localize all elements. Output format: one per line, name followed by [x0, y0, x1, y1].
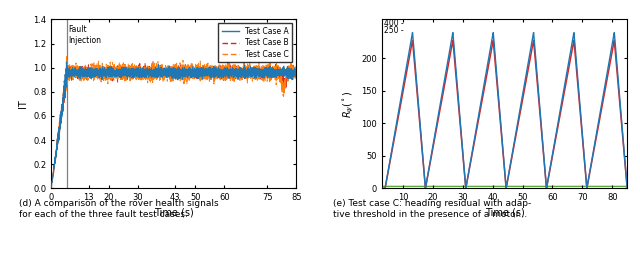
Text: Fault
Injection: Fault Injection [68, 25, 102, 45]
Text: (d) A comparison of the rover health signals
for each of the three fault test ca: (d) A comparison of the rover health sig… [19, 199, 219, 219]
X-axis label: Time (s): Time (s) [484, 208, 525, 218]
Legend: Test Case A, Test Case B, Test Case C: Test Case A, Test Case B, Test Case C [218, 23, 292, 62]
Text: 250 -: 250 - [383, 26, 403, 35]
Y-axis label: $R_{\psi}(^\circ)$: $R_{\psi}(^\circ)$ [342, 90, 356, 118]
Y-axis label: IT: IT [17, 99, 28, 108]
Text: 400 -: 400 - [383, 19, 403, 29]
Text: (e) Test case C: heading residual with adap-
tive threshold in the presence of a: (e) Test case C: heading residual with a… [333, 199, 531, 219]
X-axis label: Time (s): Time (s) [154, 208, 194, 218]
